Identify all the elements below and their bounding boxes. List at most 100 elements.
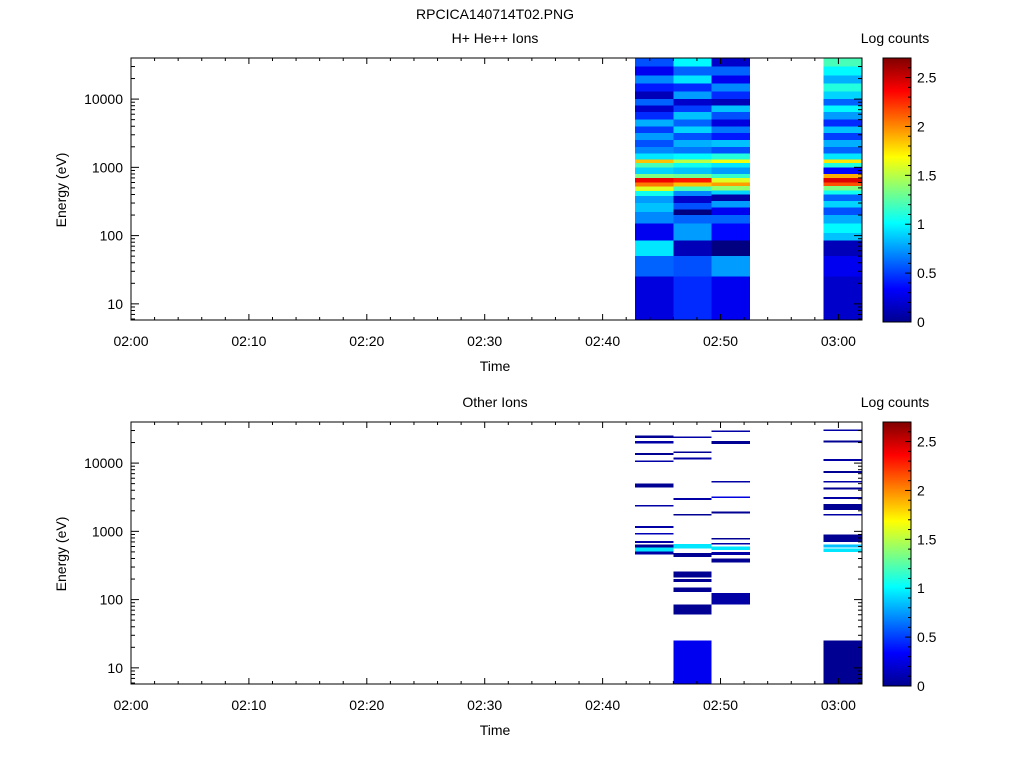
colorbar-ticks: 0 0.5 1 1.5 2 2.5: [905, 431, 937, 694]
heatmap-cell: [673, 186, 712, 192]
panel-h-he-ions: H+ He++ Ions Energy (eV) Time 02:00 02:10…: [53, 30, 863, 374]
heatmap-cell: [635, 126, 674, 133]
heatmap-cell: [673, 203, 712, 210]
heatmap-cell: [823, 111, 862, 120]
colorbar-tick-label: 1: [917, 580, 925, 596]
heatmap-cell: [673, 497, 712, 500]
x-tick-label: 03:00: [821, 333, 856, 349]
y-axis-label: Energy (eV): [53, 153, 69, 228]
heatmap-cell: [635, 483, 674, 488]
heatmap-cell: [823, 544, 862, 548]
heatmap-cell: [823, 99, 862, 106]
heatmap-cell: [711, 159, 750, 164]
heatmap-cell: [711, 105, 750, 112]
heatmap-cell: [823, 119, 862, 127]
heatmap-cell: [711, 58, 750, 67]
heatmap-cell: [673, 153, 712, 160]
heatmap-cell: [823, 140, 862, 147]
heatmap-cell: [635, 196, 674, 204]
panel-title: Other Ions: [462, 394, 527, 410]
heatmap-cell: [635, 159, 674, 164]
heatmap-cell: [635, 153, 674, 160]
heatmap-cell: [711, 480, 750, 483]
colorbar-tick-label: 1: [917, 216, 925, 232]
heatmap-cell: [711, 83, 750, 92]
heatmap-cell: [823, 440, 862, 443]
heatmap-cell: [711, 182, 750, 187]
y-tick-label: 1000: [92, 523, 123, 539]
colorbar-tick-label: 1.5: [917, 531, 937, 547]
heatmap-cell: [635, 75, 674, 84]
heatmap-cell: [711, 215, 750, 224]
heatmap-cell: [635, 460, 674, 463]
y-tick-label: 10000: [84, 91, 123, 107]
heatmap-cell: [635, 177, 674, 183]
colorbar-label: Log counts: [861, 394, 930, 410]
heatmap-cell: [673, 140, 712, 147]
heatmap-cell: [711, 592, 750, 605]
heatmap-cell: [673, 99, 712, 106]
y-tick-label: 1000: [92, 159, 123, 175]
heatmap-cell: [673, 553, 712, 558]
heatmap-cell: [673, 105, 712, 112]
heatmap-cell: [635, 91, 674, 100]
heatmap-cell: [635, 182, 674, 187]
heatmap-cell: [673, 196, 712, 204]
heatmap-cell: [711, 99, 750, 106]
heatmap-cell: [711, 240, 750, 257]
heatmap-cell: [711, 163, 750, 168]
figure-title: RPCICA140714T02.PNG: [416, 6, 574, 22]
heatmap-cell: [673, 126, 712, 133]
heatmap-cell: [635, 551, 674, 555]
heatmap-cell: [823, 75, 862, 84]
heatmap-cell: [823, 177, 862, 183]
heatmap-cells: [635, 429, 862, 684]
heatmap-cell: [711, 537, 750, 540]
colorbar: Log counts 0 0.5 1 1.5 2 2.5: [861, 30, 937, 330]
heatmap-cell: [673, 604, 712, 615]
heatmap-cell: [635, 256, 674, 277]
heatmap-cell: [635, 167, 674, 174]
heatmap-cell: [635, 504, 674, 507]
y-tick-label: 10000: [84, 455, 123, 471]
heatmap-cell: [823, 132, 862, 141]
heatmap-cell: [711, 558, 750, 563]
y-axis-ticks: 10 100 1000 10000: [84, 57, 862, 320]
heatmap-cell: [635, 191, 674, 197]
heatmap-cell: [635, 173, 674, 178]
heatmap-cell: [823, 182, 862, 187]
y-tick-label: 10: [107, 660, 123, 676]
colorbar-tick-label: 2: [917, 118, 925, 134]
heatmap-cell: [711, 167, 750, 174]
heatmap-cell: [673, 457, 712, 460]
heatmap-cell: [823, 159, 862, 164]
heatmap-cell: [673, 451, 712, 454]
heatmap-cell: [823, 167, 862, 174]
heatmap-cell: [673, 58, 712, 67]
heatmap-cell: [635, 140, 674, 147]
heatmap-cell: [711, 207, 750, 216]
heatmap-cell: [673, 163, 712, 168]
heatmap-cell: [673, 167, 712, 174]
heatmap-cell: [635, 132, 674, 141]
heatmap-cell: [673, 177, 712, 183]
heatmap-cell: [635, 547, 674, 552]
heatmap-cell: [823, 429, 862, 432]
plot-frame: [130, 57, 863, 321]
x-axis-ticks: 02:00 02:10 02:20 02:30 02:40 02:50 03:00: [113, 58, 863, 349]
colorbar-tick-label: 2.5: [917, 434, 937, 450]
y-tick-label: 10: [107, 296, 123, 312]
heatmap-cell: [673, 182, 712, 187]
heatmap-cell: [635, 83, 674, 92]
heatmap-cell: [823, 496, 862, 499]
plot-frame: [130, 421, 863, 685]
heatmap-cell: [673, 256, 712, 277]
heatmap-cell: [673, 276, 712, 320]
heatmap-cell: [711, 276, 750, 320]
heatmap-cell: [711, 194, 750, 202]
heatmap-cell: [635, 223, 674, 241]
heatmap-cell: [711, 177, 750, 183]
heatmap-cell: [635, 66, 674, 76]
heatmap-cell: [823, 640, 862, 684]
